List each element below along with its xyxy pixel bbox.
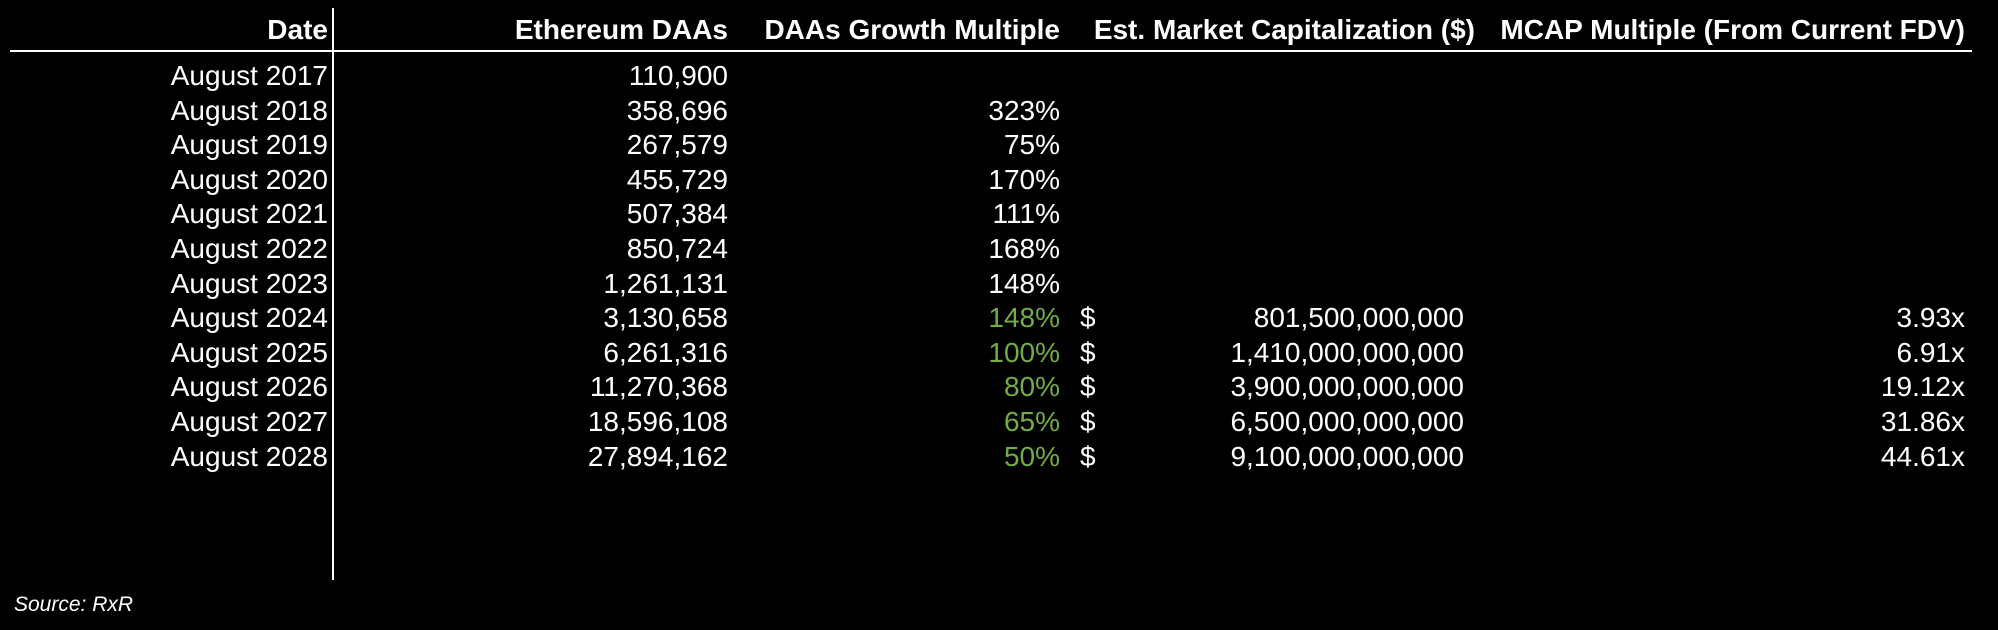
cell-currency-symbol[interactable]: $: [1080, 371, 1096, 403]
cell-growth[interactable]: 170%: [988, 163, 1060, 195]
cell-growth[interactable]: 100%: [988, 336, 1060, 368]
cell-mcap[interactable]: 6,500,000,000,000: [1230, 406, 1464, 437]
cell-daas[interactable]: 11,270,368: [589, 371, 728, 403]
cell-currency-symbol[interactable]: $: [1080, 302, 1096, 334]
header-underline: [10, 50, 1972, 52]
cell-daas[interactable]: 358,696: [626, 94, 728, 126]
table-row: August 2023 1,261,131 148%: [0, 262, 1998, 306]
cell-daas[interactable]: 455,729: [626, 163, 728, 195]
cell-growth[interactable]: 75%: [1003, 129, 1060, 161]
cell-growth[interactable]: 148%: [988, 302, 1060, 334]
cell-growth[interactable]: 148%: [988, 267, 1060, 299]
table-row: August 2018 358,696 323%: [0, 89, 1998, 133]
table-row: August 2019 267,579 75%: [0, 123, 1998, 167]
cell-daas[interactable]: 110,900: [628, 60, 728, 91]
cell-date[interactable]: August 2020: [170, 163, 328, 195]
cell-multiple[interactable]: 6.91x: [1896, 336, 1966, 368]
table-row: August 2024 3,130,658 148% $801,500,000,000…: [0, 296, 1998, 340]
header-daas[interactable]: Ethereum DAAs: [514, 14, 728, 45]
cell-daas[interactable]: 3,130,658: [603, 302, 728, 334]
cell-date[interactable]: August 2027: [170, 406, 328, 437]
table-row: August 2017 110,900: [0, 54, 1998, 98]
cell-date[interactable]: August 2024: [170, 302, 328, 334]
cell-date[interactable]: August 2018: [170, 94, 328, 126]
header-multiple[interactable]: MCAP Multiple (From Current FDV): [1500, 14, 1965, 45]
cell-daas[interactable]: 18,596,108: [587, 406, 728, 437]
cell-multiple[interactable]: 3.93x: [1896, 302, 1966, 334]
cell-mcap[interactable]: 3,900,000,000,000: [1230, 371, 1464, 403]
cell-date[interactable]: August 2023: [170, 267, 328, 299]
cell-daas[interactable]: 1,261,131: [603, 267, 728, 299]
cell-daas[interactable]: 27,894,162: [587, 440, 728, 472]
cell-growth[interactable]: 80%: [1003, 371, 1060, 403]
cell-date[interactable]: August 2026: [170, 371, 328, 403]
cell-growth[interactable]: 111%: [992, 198, 1060, 230]
cell-currency-symbol[interactable]: $: [1080, 440, 1096, 472]
table-row: August 2022 850,724 168%: [0, 227, 1998, 271]
cell-date[interactable]: August 2022: [170, 233, 328, 264]
cell-mcap[interactable]: 9,100,000,000,000: [1230, 440, 1464, 472]
cell-currency-symbol[interactable]: $: [1080, 336, 1096, 368]
cell-currency-symbol[interactable]: $: [1080, 406, 1096, 437]
cell-growth[interactable]: 65%: [1003, 406, 1060, 437]
cell-date[interactable]: August 2017: [170, 60, 328, 91]
cell-growth[interactable]: 323%: [988, 94, 1060, 126]
table-row: August 2028 27,894,162 50% $9,100,000,000,0…: [0, 435, 1998, 479]
cell-daas[interactable]: 507,384: [626, 198, 728, 230]
cell-mcap[interactable]: 801,500,000,000: [1253, 302, 1464, 334]
table-row: August 2020 455,729 170%: [0, 158, 1998, 202]
table-row: August 2021 507,384 111%: [0, 192, 1998, 236]
table-row: August 2026 11,270,368 80% $3,900,000,000,0…: [0, 365, 1998, 409]
cell-date[interactable]: August 2019: [170, 129, 328, 161]
table-row: August 2025 6,261,316 100% $1,410,000,000,0…: [0, 331, 1998, 375]
cell-multiple[interactable]: 31.86x: [1880, 406, 1965, 437]
cell-daas[interactable]: 267,579: [626, 129, 728, 161]
header-row: Date Ethereum DAAs DAAs Growth Multiple …: [0, 8, 1998, 52]
cell-growth[interactable]: 168%: [988, 233, 1060, 264]
header-date[interactable]: Date: [267, 14, 328, 45]
cell-daas[interactable]: 850,724: [626, 233, 728, 264]
table-row: August 2027 18,596,108 65% $6,500,000,000,0…: [0, 400, 1998, 444]
cell-date[interactable]: August 2025: [170, 336, 328, 368]
cell-mcap[interactable]: 1,410,000,000,000: [1230, 336, 1464, 368]
cell-date[interactable]: August 2021: [170, 198, 328, 230]
cell-growth[interactable]: 50%: [1003, 440, 1060, 472]
header-mcap[interactable]: Est. Market Capitalization ($): [1093, 14, 1475, 45]
cell-multiple[interactable]: 44.61x: [1880, 440, 1965, 472]
source-note: Source: RxR: [14, 593, 134, 616]
date-column-divider: [332, 8, 334, 580]
cell-date[interactable]: August 2028: [170, 440, 328, 472]
cell-daas[interactable]: 6,261,316: [603, 336, 728, 368]
header-growth[interactable]: DAAs Growth Multiple: [764, 14, 1060, 45]
cell-multiple[interactable]: 19.12x: [1880, 371, 1965, 403]
